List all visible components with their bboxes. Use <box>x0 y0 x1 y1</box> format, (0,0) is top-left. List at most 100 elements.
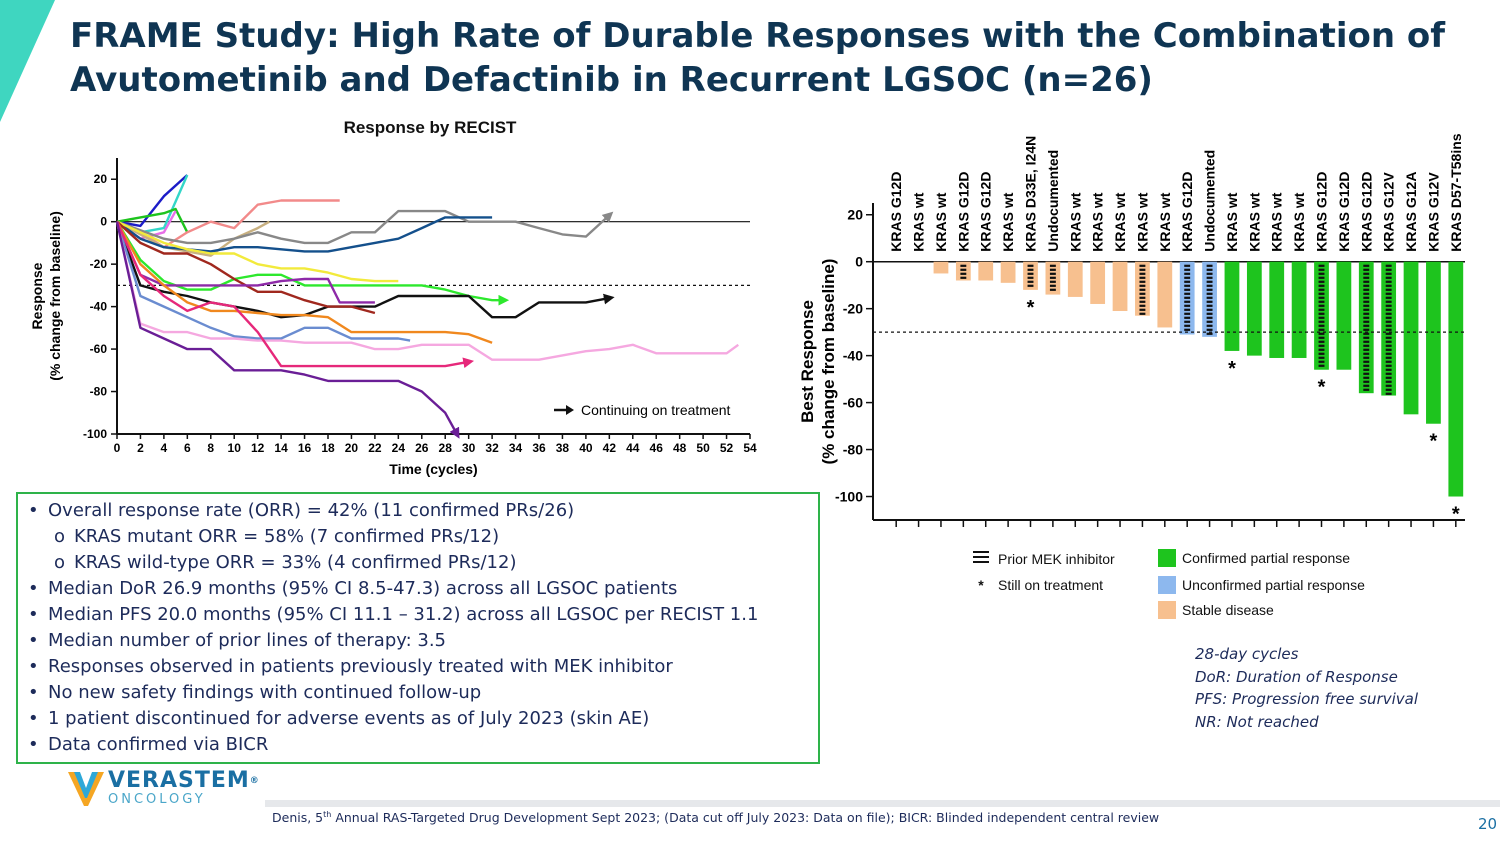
footer-pre: Denis, 5 <box>272 810 324 826</box>
waterfall-category-label: KRAS wt <box>1134 192 1150 251</box>
waterfall-bar <box>1403 261 1419 415</box>
still-on-treatment-marker: * <box>1430 431 1438 453</box>
still-on-treatment-marker: * <box>1228 358 1236 380</box>
waterfall-bar <box>1381 261 1397 396</box>
logo-tm: ® <box>249 776 260 786</box>
waterfall-category-label: KRAS wt <box>1291 192 1307 251</box>
spider-x-tick-label: 30 <box>462 441 476 455</box>
summary-item: • Responses observed in patients previous… <box>28 654 818 680</box>
waterfall-category-label: KRAS G12D <box>1336 172 1352 252</box>
legend-confirmed-label: Confirmed partial response <box>1182 550 1351 566</box>
spider-legend: Continuing on treatment <box>554 402 731 418</box>
spider-x-tick-label: 50 <box>696 441 710 455</box>
prior-mek-marker <box>1206 264 1213 335</box>
bullet-marker: • <box>28 708 39 729</box>
spider-x-tick-label: 52 <box>720 441 734 455</box>
spider-y-tick-label: -20 <box>90 257 108 271</box>
legend-prior-mek-label: Prior MEK inhibitor <box>998 550 1115 567</box>
legend-arrow-head <box>566 405 574 415</box>
bullet-marker: • <box>28 656 39 677</box>
waterfall-category-label: KRAS wt <box>1224 192 1240 251</box>
definition-nr: NR: Not reached <box>1195 712 1319 731</box>
spider-series-line <box>116 220 399 283</box>
waterfall-bar <box>1000 261 1016 283</box>
spider-x-tick-label: 16 <box>298 441 312 455</box>
waterfall-category-label: KRAS wt <box>1000 192 1016 251</box>
spider-series-line <box>115 221 510 306</box>
spider-x-tick-label: 26 <box>415 441 429 455</box>
waterfall-bar <box>1314 261 1329 370</box>
spider-x-tick-label: 46 <box>650 441 664 455</box>
bullet-marker: o <box>54 552 66 573</box>
prior-mek-marker <box>1385 264 1392 395</box>
waterfall-bar <box>1426 261 1441 424</box>
spider-series-line <box>115 221 740 361</box>
definition-pfs: PFS: Progression free survival <box>1195 690 1419 708</box>
spider-x-tick-label: 20 <box>345 441 359 455</box>
waterfall-category-label: KRAS G12D <box>955 172 971 252</box>
waterfall-bar <box>1224 261 1240 351</box>
spider-x-tick-label: 8 <box>207 441 214 455</box>
bullet-marker: • <box>28 500 39 521</box>
prior-mek-icon <box>972 550 990 567</box>
still-on-treatment-marker: * <box>1027 297 1035 319</box>
spider-x-tick-label: 10 <box>228 441 242 455</box>
spider-series-line <box>115 221 460 439</box>
bullet-text: 1 patient discontinued for adverse event… <box>48 708 650 729</box>
waterfall-category-label: KRAS G12D <box>1179 172 1195 252</box>
spider-series-line <box>116 174 189 228</box>
bullet-marker: • <box>28 604 39 625</box>
spider-x-tick-label: 38 <box>556 441 570 455</box>
waterfall-bar <box>933 261 949 274</box>
summary-item: • Median DoR 26.9 months (95% CI 8.5-47.3… <box>28 576 818 602</box>
page-number: 20 <box>1478 815 1498 833</box>
summary-box: • Overall response rate (ORR) = 42% (11 c… <box>16 492 820 764</box>
spider-series-line <box>116 216 493 253</box>
still-on-treatment-marker: * <box>1318 377 1326 399</box>
prior-mek-marker <box>1027 264 1034 287</box>
waterfall-y-tick-label: -100 <box>835 489 863 505</box>
waterfall-category-label: KRAS wt <box>1090 192 1106 251</box>
spider-x-tick-label: 48 <box>673 441 687 455</box>
spider-x-tick-label: 54 <box>743 441 757 455</box>
legend-stable: Stable disease <box>1158 601 1274 619</box>
waterfall-bar <box>1067 261 1083 297</box>
spider-x-tick-label: 0 <box>114 441 121 455</box>
spider-series-line <box>115 221 475 369</box>
summary-item: • Median PFS 20.0 months (95% CI 11.1 – 3… <box>28 602 818 628</box>
spider-x-axis-label: Time (cycles) <box>389 461 477 477</box>
verastem-v-icon <box>68 772 104 806</box>
summary-subitem: o KRAS wild-type ORR = 33% (4 confirmed P… <box>28 550 818 576</box>
prior-mek-marker <box>1184 264 1191 331</box>
spider-x-tick-label: 4 <box>161 441 168 455</box>
summary-item: • Overall response rate (ORR) = 42% (11 c… <box>28 498 818 524</box>
corner-accent <box>0 0 55 122</box>
unconfirmed-swatch <box>1158 576 1176 594</box>
spider-x-tick-label: 28 <box>439 441 453 455</box>
waterfall-category-label: Undocumented <box>1045 150 1061 252</box>
waterfall-bar <box>1291 261 1307 358</box>
waterfall-bar <box>1157 261 1173 328</box>
prior-mek-marker <box>960 264 967 279</box>
asterisk-icon: * <box>978 577 984 593</box>
spider-y-axis-label: Response <box>29 262 45 329</box>
bullet-marker: • <box>28 682 39 703</box>
spider-y-tick-label: -100 <box>83 427 107 441</box>
waterfall-category-label: KRAS wt <box>1157 192 1173 251</box>
waterfall-category-label: KRAS G12D <box>888 172 904 252</box>
waterfall-category-label: KRAS G12D <box>978 172 994 252</box>
definition-dor: DoR: Duration of Response <box>1195 667 1398 686</box>
summary-item: • No new safety findings with continued f… <box>28 680 818 706</box>
spider-x-tick-label: 34 <box>509 441 523 455</box>
spider-series-line <box>115 221 615 319</box>
legend-unconfirmed-label: Unconfirmed partial response <box>1182 577 1365 593</box>
waterfall-y-tick-label: -60 <box>843 395 863 411</box>
waterfall-bar <box>1358 261 1374 394</box>
spider-series-line <box>116 209 614 245</box>
spider-series-line <box>115 221 411 342</box>
waterfall-y-tick-label: -20 <box>843 301 863 317</box>
spider-series-line <box>115 221 493 344</box>
waterfall-category-label: KRAS D33E, I24N <box>1023 136 1039 252</box>
spider-x-tick-label: 12 <box>251 441 265 455</box>
logo-name: VERASTEM <box>108 768 250 793</box>
